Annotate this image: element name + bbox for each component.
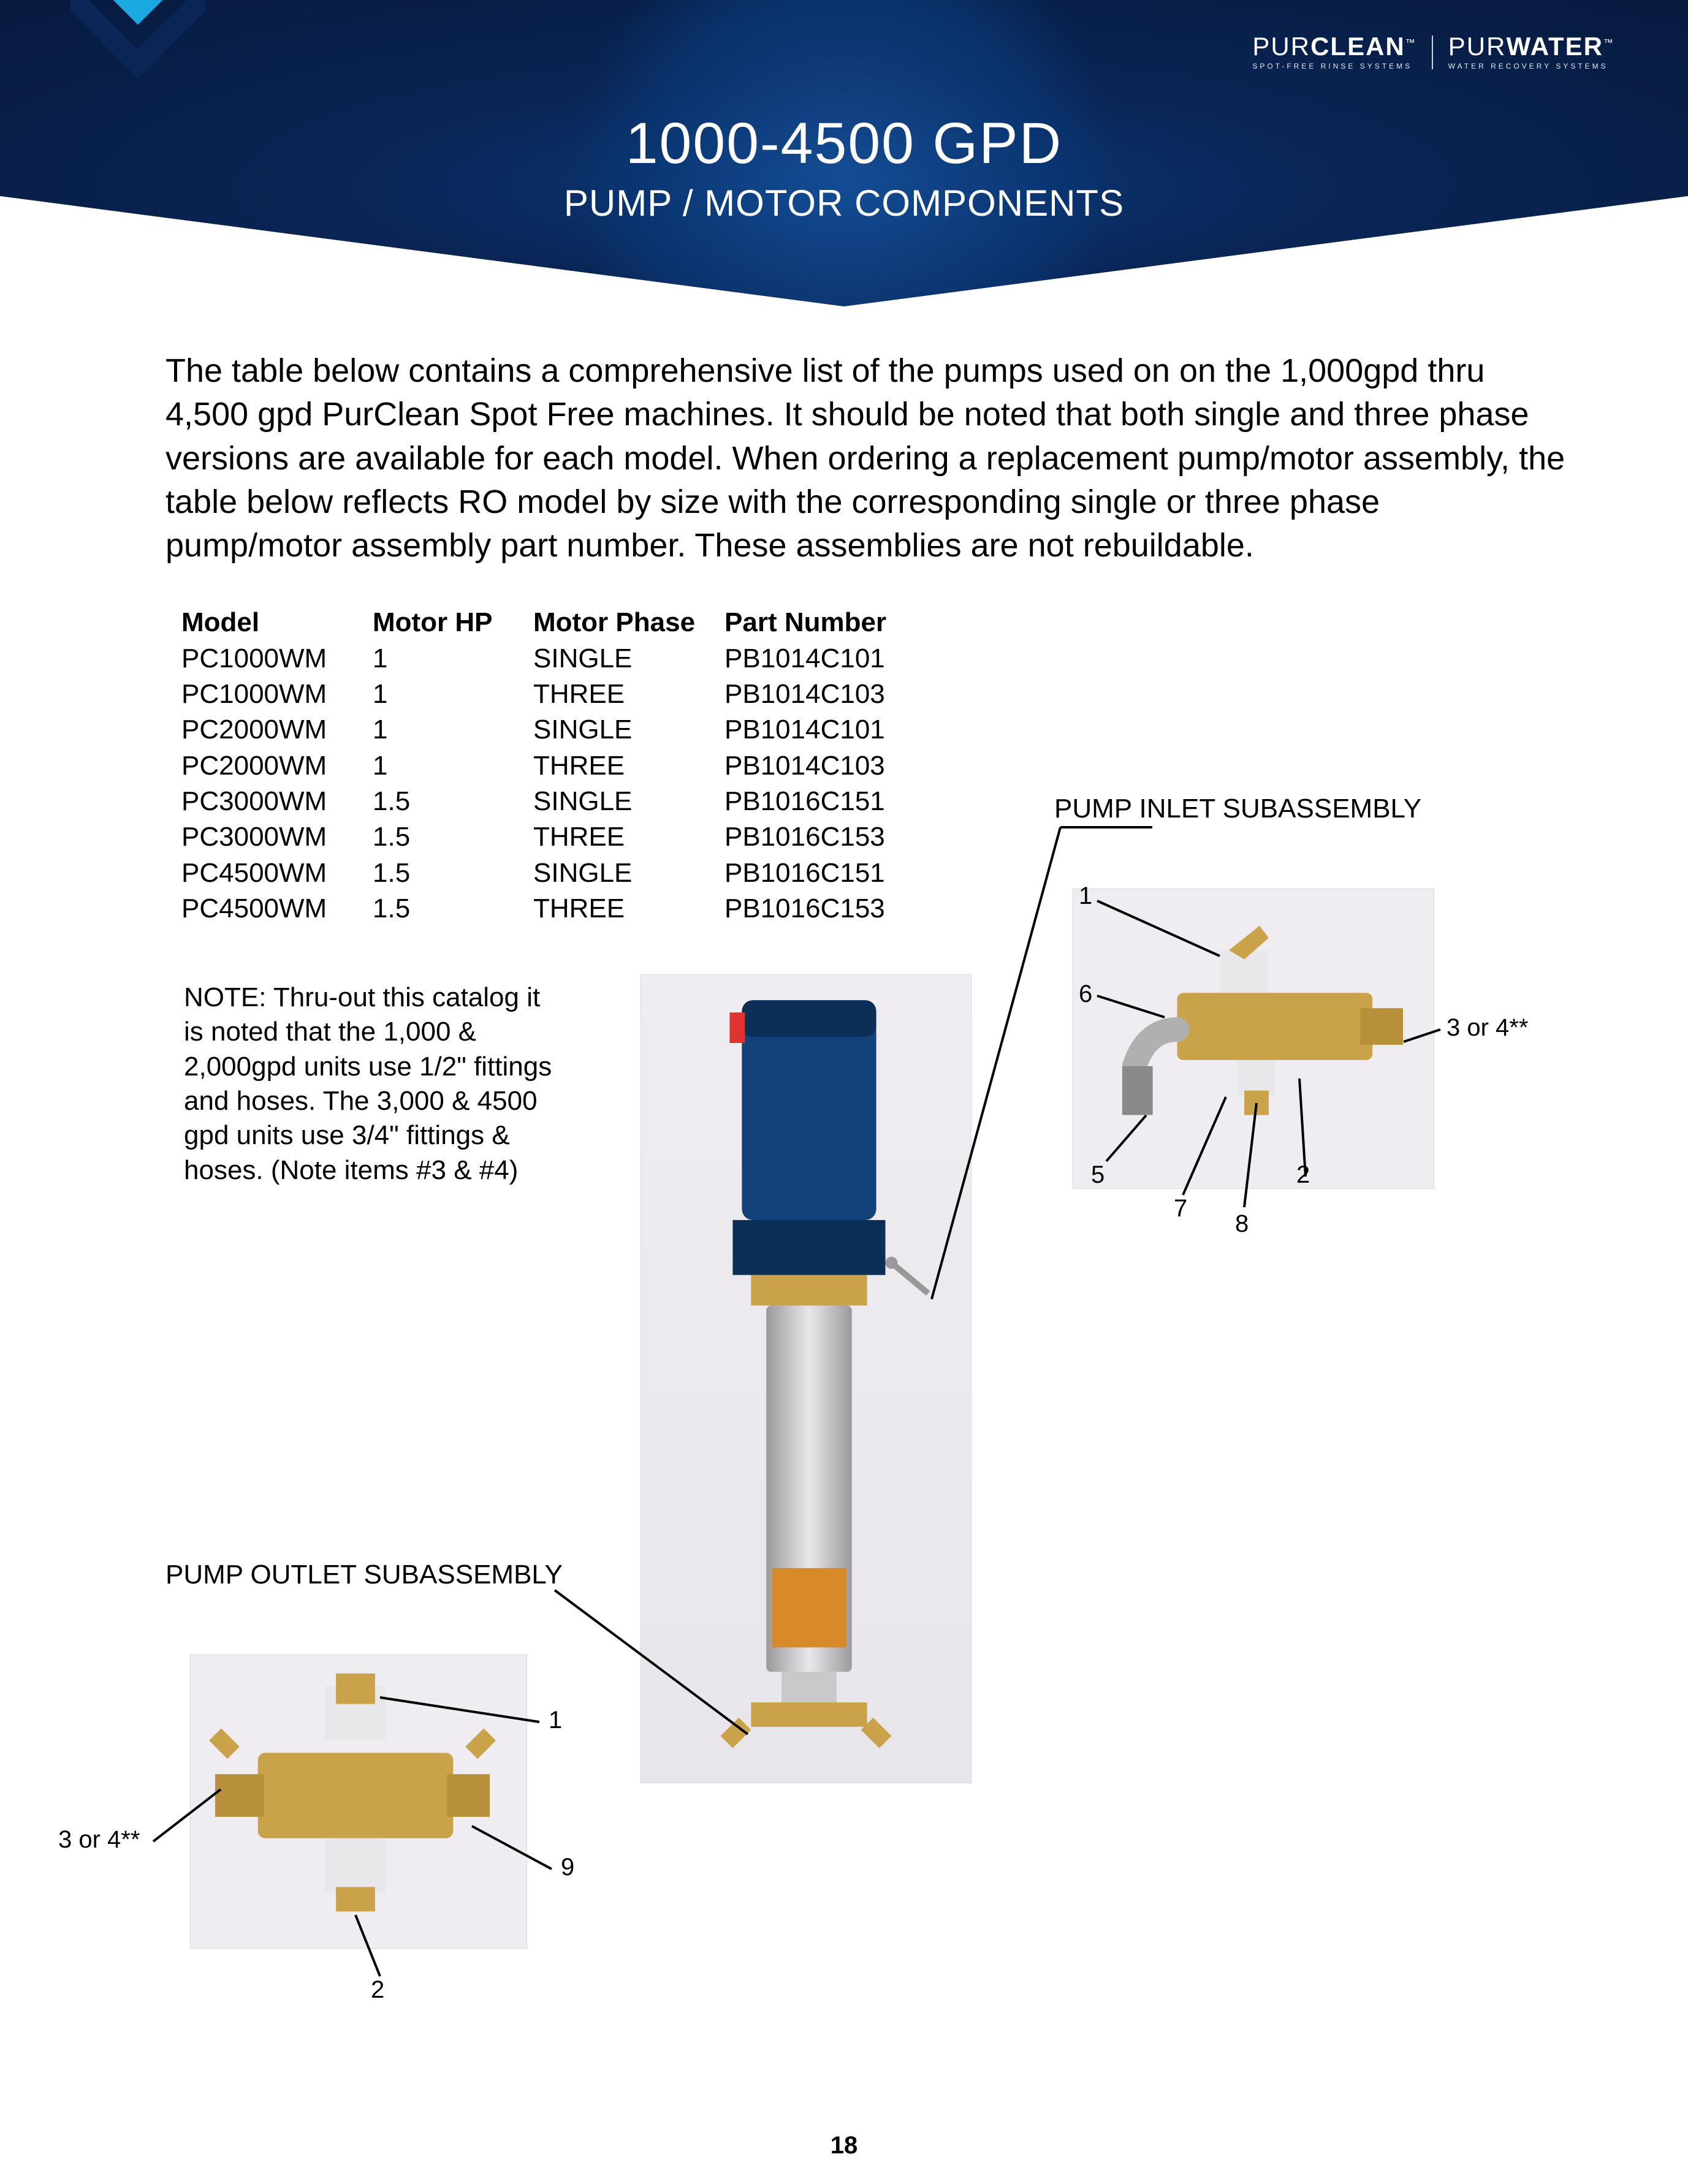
outlet-callout-1: 1 [549, 1707, 562, 1734]
outlet-callout-2: 2 [371, 1976, 384, 2004]
outlet-callout-9: 9 [561, 1854, 574, 1881]
leader-lines [0, 0, 1688, 2184]
inlet-callout-2: 2 [1296, 1161, 1310, 1189]
inlet-callout-8: 8 [1235, 1210, 1249, 1238]
inlet-callout-1: 1 [1079, 882, 1092, 910]
page-number: 18 [831, 2132, 858, 2159]
inlet-callout-5: 5 [1091, 1161, 1104, 1189]
inlet-callout-34: 3 or 4** [1447, 1014, 1528, 1042]
inlet-callout-7: 7 [1174, 1195, 1187, 1223]
outlet-callout-34: 3 or 4** [58, 1826, 140, 1854]
inlet-callout-6: 6 [1079, 980, 1092, 1008]
